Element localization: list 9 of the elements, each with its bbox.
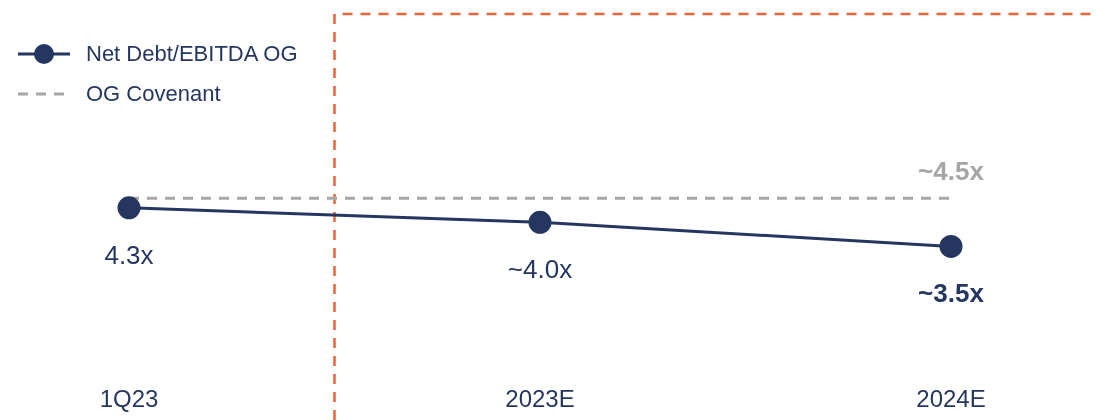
x-tick-label: 2023E (505, 385, 575, 413)
legend-label: Net Debt/EBITDA OG (86, 41, 298, 67)
data-label: ~4.0x (507, 254, 573, 285)
x-tick-label: 1Q23 (99, 385, 159, 413)
data-label: ~3.5x (918, 278, 985, 309)
legend-label: OG Covenant (86, 81, 221, 107)
x-tick-label: 2024E (916, 385, 986, 413)
data-label: ~4.5x (918, 156, 985, 187)
data-label: 4.3x (104, 239, 154, 270)
